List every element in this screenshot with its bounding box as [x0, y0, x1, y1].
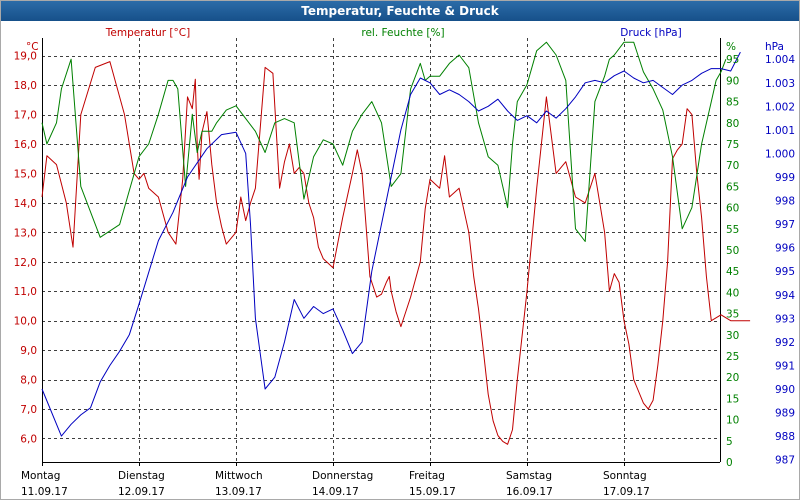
humidity-tick-label: 35 [726, 309, 739, 321]
temperature-tick-label: 8,0 [20, 375, 37, 387]
pressure-tick-label: 999 [775, 172, 795, 184]
pressure-tick-label: 987 [775, 455, 795, 467]
humidity-tick-label: 50 [726, 245, 739, 257]
humidity-tick-label: 80 [726, 118, 739, 130]
humidity-tick-label: 10 [726, 415, 739, 427]
pressure-tick-label: 989 [775, 408, 795, 420]
pressure-axis: 987 988 989 990 991 992 993 994 995 996 997 998 999 1… [765, 41, 795, 467]
series-line-temperature [41, 61, 751, 445]
temperature-tick-label: 18,0 [14, 80, 37, 92]
temperature-tick-label: 10,0 [14, 316, 37, 328]
humidity-tick-label: 40 [726, 287, 739, 299]
window-title: Temperatur, Feuchte & Druck [1, 1, 799, 21]
temperature-tick-label: 11,0 [14, 286, 37, 298]
x-day-date: 15.09.17 [409, 486, 456, 498]
x-day-date: 13.09.17 [215, 486, 262, 498]
pressure-tick-label: 1.004 [765, 54, 795, 66]
plot-frame [42, 38, 721, 466]
humidity-tick-label: 90 [726, 75, 739, 87]
x-day-date: 14.09.17 [312, 486, 359, 498]
pressure-tick-label: 995 [775, 266, 795, 278]
x-day-name: Freitag [409, 470, 445, 482]
pressure-tick-label: 1.001 [765, 125, 795, 137]
x-day-name: Samstag [506, 470, 552, 482]
temperature-tick-label: 15,0 [14, 168, 37, 180]
pressure-tick-label: 1.002 [765, 101, 795, 113]
x-day-name: Dienstag [118, 470, 165, 482]
humidity-tick-label: 95 [726, 54, 739, 66]
x-day-date: 16.09.17 [506, 486, 553, 498]
humidity-tick-label: 60 [726, 203, 739, 215]
humidity-tick-label: 70 [726, 160, 739, 172]
temperature-tick-label: 17,0 [14, 110, 37, 122]
temperature-tick-label: 16,0 [14, 139, 37, 151]
x-day-name: Donnerstag [312, 470, 373, 482]
series-layer [41, 41, 751, 445]
grid-lines [42, 38, 720, 462]
x-day-name: Mittwoch [215, 470, 263, 482]
pressure-tick-label: 994 [775, 290, 795, 302]
x-day-date: 11.09.17 [21, 486, 68, 498]
legend-pressure: Druck [hPa] [620, 27, 681, 39]
humidity-tick-label: 85 [726, 97, 739, 109]
humidity-tick-label: 25 [726, 351, 739, 363]
pressure-tick-label: 993 [775, 313, 795, 325]
x-axis-labels: Montag 11.09.17 Dienstag 12.09.17 Mittwoch 13… [21, 470, 650, 498]
humidity-tick-label: 15 [726, 393, 739, 405]
x-day-name: Montag [21, 470, 60, 482]
humidity-tick-label: 20 [726, 372, 739, 384]
pressure-tick-label: 988 [775, 431, 795, 443]
pressure-unit-label: hPa [765, 41, 784, 53]
x-day-date: 17.09.17 [603, 486, 650, 498]
x-day-date: 12.09.17 [118, 486, 165, 498]
legend-labels: Temperatur [°C] rel. Feuchte [%] Druck [hP… [105, 27, 682, 39]
pressure-tick-label: 1.003 [765, 78, 795, 90]
humidity-axis: 0 5 10 15 20 25 30 35 40 45 50 55 60 65 70 75 80 85 90 95% [726, 41, 739, 469]
pressure-tick-label: 990 [775, 384, 795, 396]
temperature-tick-label: 13,0 [14, 227, 37, 239]
humidity-tick-label: 55 [726, 224, 739, 236]
pressure-tick-label: 991 [775, 360, 795, 372]
humidity-tick-label: 5 [726, 436, 733, 448]
legend-temperature: Temperatur [°C] [105, 27, 190, 39]
series-line-humidity [41, 41, 727, 242]
pressure-tick-label: 998 [775, 196, 795, 208]
temperature-tick-label: 19,0 [14, 51, 37, 63]
series-line-pressure [41, 51, 741, 437]
temperature-tick-label: 14,0 [14, 198, 37, 210]
pressure-tick-label: 992 [775, 337, 795, 349]
temperature-tick-label: 7,0 [20, 404, 37, 416]
pressure-tick-label: 996 [775, 243, 795, 255]
temperature-unit-label: °C [26, 41, 39, 53]
humidity-tick-label: 0 [726, 457, 733, 469]
legend-humidity: rel. Feuchte [%] [361, 27, 444, 39]
humidity-tick-label: 30 [726, 330, 739, 342]
humidity-tick-label: 45 [726, 266, 739, 278]
temperature-axis: 6,0 7,0 8,0 9,0 10,0 11,0 12,0 13,0 14,0 15,0 16,0… [14, 41, 39, 445]
humidity-tick-label: 75 [726, 139, 739, 151]
humidity-unit-label: % [726, 41, 736, 53]
pressure-tick-label: 997 [775, 219, 795, 231]
temperature-tick-label: 6,0 [20, 433, 37, 445]
x-day-name: Sonntag [603, 470, 647, 482]
temperature-tick-label: 9,0 [20, 345, 37, 357]
pressure-tick-label: 1.000 [765, 148, 795, 160]
temperature-tick-label: 12,0 [14, 257, 37, 269]
humidity-tick-label: 65 [726, 181, 739, 193]
